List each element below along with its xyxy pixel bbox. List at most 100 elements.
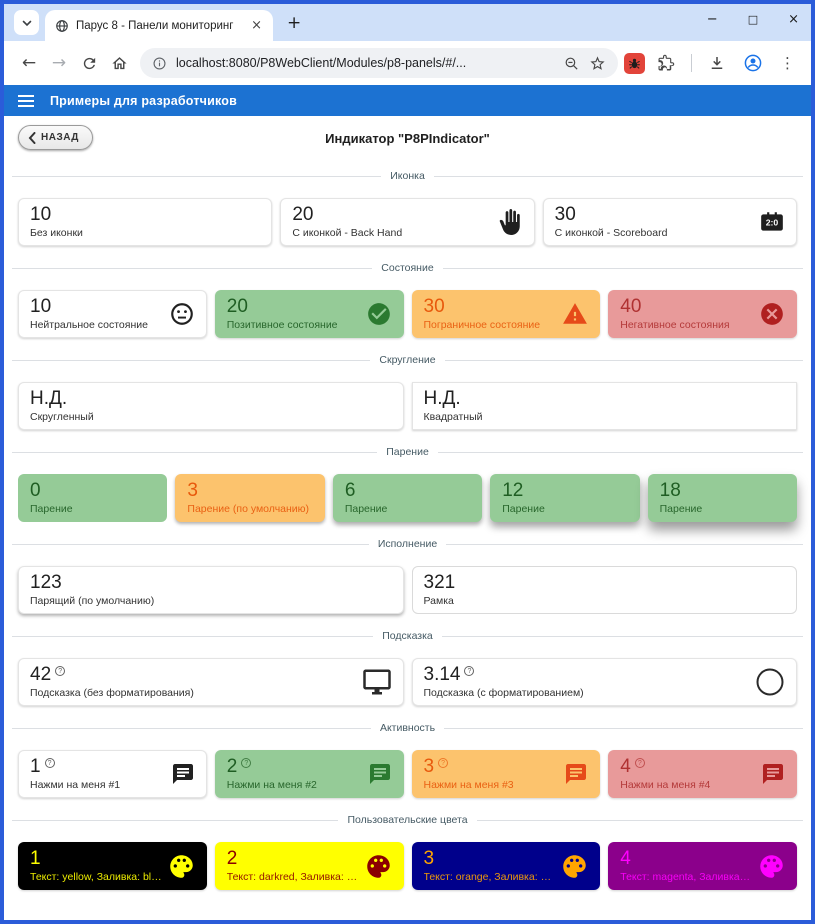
indicator-label: Нажми на меня #3 [423, 779, 514, 791]
reload-button[interactable] [74, 48, 104, 78]
section-divider-tooltip: Подсказка [12, 630, 803, 642]
indicator-value: 3 [187, 480, 198, 501]
indicator-label: Текст: orange, Заливка: darkblue [423, 871, 556, 883]
indicator-card: 20 С иконкой - Back Hand [280, 198, 535, 246]
indicator-card-elevated: 123 Парящий (по умолчанию) [18, 566, 404, 614]
forward-nav-button[interactable]: → [51, 53, 67, 73]
indicator-value: 4 [620, 848, 631, 869]
back-hand-icon [491, 209, 523, 235]
indicator-value: 3 [423, 756, 435, 777]
indicator-label: Подсказка (без форматирования) [30, 687, 194, 699]
tab-close-icon[interactable]: × [251, 18, 262, 33]
address-bar[interactable]: localhost:8080/P8WebClient/Modules/p8-pa… [140, 48, 618, 78]
window-controls: − □ × [707, 12, 799, 28]
new-tab-button[interactable]: + [287, 13, 302, 33]
browser-tab[interactable]: Парус 8 - Панели мониторинг × [45, 10, 273, 41]
help-icon: ? [438, 758, 449, 768]
indicator-label: Нажми на меня #1 [30, 779, 121, 791]
indicator-card-negative: 40 Негативное состояния [608, 290, 797, 338]
indicator-value: 4 [620, 756, 631, 777]
section-divider-variant: Исполнение [12, 538, 803, 550]
chat-icon [558, 762, 588, 786]
palette-icon [359, 853, 392, 880]
indicator-label: С иконкой - Scoreboard [554, 227, 668, 239]
help-icon: ? [464, 666, 475, 676]
indicator-label: Текст: yellow, Заливка: black [30, 871, 162, 883]
close-button[interactable]: × [788, 12, 799, 27]
adblock-extension-icon[interactable] [624, 52, 645, 74]
indicator-value: 30 [423, 296, 445, 317]
tab-search-button[interactable] [14, 10, 39, 35]
indicator-card-warning: 30 Пограничное состояние [411, 290, 601, 338]
cards-row-activity: 1? Нажми на меня #1 2? Нажми на меня #2 [18, 750, 797, 798]
help-icon: ? [55, 666, 66, 676]
app-title: Примеры для разработчиков [50, 93, 237, 108]
scoreboard-icon: 2:0 [753, 209, 785, 235]
svg-text:2:0: 2:0 [766, 218, 779, 228]
maximize-button[interactable]: □ [747, 13, 759, 26]
back-button-label: НАЗАД [41, 132, 79, 143]
indicator-value: 1 [30, 756, 41, 777]
indicator-value: 40 [620, 296, 642, 317]
indicator-card-elevation-12: 12 Парение [490, 474, 640, 522]
cancel-icon [753, 301, 785, 327]
zoom-out-icon[interactable] [563, 55, 580, 72]
browser-menu-button[interactable]: ⋮ [780, 54, 795, 72]
indicator-value: 3 [423, 848, 435, 869]
palette-icon [555, 853, 588, 880]
home-button[interactable] [104, 48, 134, 78]
indicator-value: 20 [292, 204, 314, 225]
url-text: localhost:8080/P8WebClient/Modules/p8-pa… [176, 56, 467, 70]
indicator-card-neutral: 10 Нейтральное состояние [18, 290, 207, 338]
indicator-value: 123 [30, 572, 62, 593]
profile-icon [744, 54, 762, 72]
indicator-card-clickable-4[interactable]: 4? Нажми на меня #4 [608, 750, 797, 798]
tab-title: Парус 8 - Панели мониторинг [76, 19, 234, 32]
toolbar-divider [691, 54, 692, 72]
palette-icon [162, 853, 195, 880]
back-nav-button[interactable]: ← [21, 53, 37, 73]
indicator-value: Н.Д. [423, 388, 461, 409]
neutral-face-icon [163, 301, 195, 327]
hamburger-menu-icon[interactable] [18, 94, 34, 108]
indicator-label: С иконкой - Back Hand [292, 227, 403, 239]
circle-outline-icon [749, 667, 785, 697]
indicator-card-clickable-2[interactable]: 2? Нажми на меня #2 [214, 750, 404, 798]
indicator-card-custom-1: 1 Текст: yellow, Заливка: black [18, 842, 207, 890]
back-button[interactable]: НАЗАД [18, 125, 93, 150]
home-icon [111, 56, 127, 69]
section-divider-activity: Активность [12, 722, 803, 734]
desktop-icon [356, 667, 392, 697]
app-bar: Примеры для разработчиков [4, 85, 811, 116]
indicator-card-custom-2: 2 Текст: darkred, Заливка: yellow [214, 842, 404, 890]
indicator-value: 42 [30, 664, 52, 685]
indicator-label: Подсказка (с форматированием) [423, 687, 584, 699]
puzzle-icon [658, 54, 675, 71]
section-divider-state: Состояние [12, 262, 803, 274]
indicator-label: Текст: magenta, Заливка: darkmage... [620, 871, 752, 883]
help-icon: ? [634, 758, 645, 768]
cards-row-variant: 123 Парящий (по умолчанию) 321 Рамка [18, 566, 797, 614]
indicator-label: Нейтральное состояние [30, 319, 148, 331]
indicator-label: Пограничное состояние [423, 319, 541, 331]
profile-button[interactable] [738, 48, 768, 78]
indicator-card-clickable-3[interactable]: 3? Нажми на меня #3 [411, 750, 601, 798]
indicator-label: Парение [344, 503, 388, 515]
section-divider-icon: Иконка [12, 170, 803, 182]
indicator-label: Парение [502, 503, 545, 515]
extensions-button[interactable] [651, 48, 681, 78]
indicator-label: Квадратный [423, 411, 483, 423]
indicator-card: 10 Без иконки [18, 198, 273, 246]
download-icon [711, 57, 723, 69]
indicator-card-custom-4: 4 Текст: magenta, Заливка: darkmage... [608, 842, 797, 890]
section-divider-elevation: Парение [12, 446, 803, 458]
indicator-card-elevation-3: 3 Парение (по умолчанию) [175, 474, 325, 522]
downloads-button[interactable] [702, 48, 732, 78]
minimize-button[interactable]: − [706, 12, 718, 27]
bookmark-star-icon[interactable] [589, 55, 606, 72]
cards-row-icon: 10 Без иконки 20 С иконкой - Back Hand 3… [18, 198, 797, 246]
indicator-value: 0 [30, 480, 41, 501]
indicator-value: Н.Д. [30, 388, 68, 409]
indicator-card-clickable-1[interactable]: 1? Нажми на меня #1 [18, 750, 207, 798]
